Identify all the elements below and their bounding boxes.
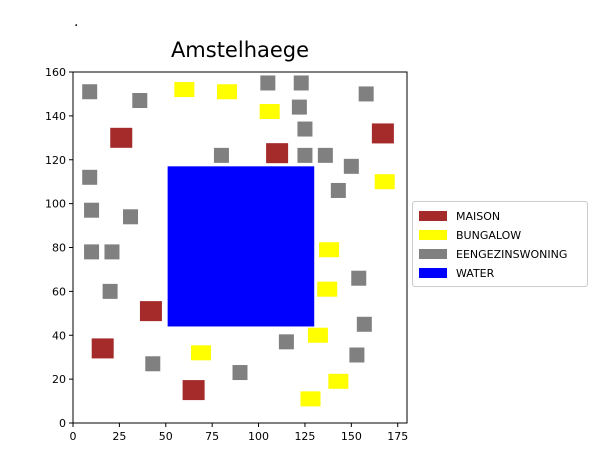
legend-item: WATER xyxy=(419,265,494,281)
bungalow-marker xyxy=(174,82,195,98)
bungalow-marker xyxy=(317,281,338,297)
x-tick-label: 50 xyxy=(159,430,173,443)
y-tick-label: 140 xyxy=(45,110,66,123)
eengezinswoning-marker xyxy=(330,182,346,198)
bungalow-marker xyxy=(319,242,340,258)
legend-swatch xyxy=(419,268,447,278)
legend-swatch xyxy=(419,249,447,259)
bungalow-marker xyxy=(328,373,349,389)
maison-marker xyxy=(110,127,133,148)
eengezinswoning-marker xyxy=(102,283,118,299)
x-tick-label: 125 xyxy=(294,430,315,443)
eengezinswoning-marker xyxy=(260,75,276,91)
chart-title: Amstelhaege xyxy=(170,38,310,62)
x-tick-label: 175 xyxy=(387,430,408,443)
eengezinswoning-marker xyxy=(123,209,139,225)
bungalow-marker xyxy=(191,345,212,361)
water-area xyxy=(167,166,315,327)
eengezinswoning-marker xyxy=(132,93,148,109)
legend-label: EENGEZINSWONING xyxy=(456,247,568,261)
y-tick-label: 80 xyxy=(52,242,66,255)
eengezinswoning-marker xyxy=(291,99,307,115)
eengezinswoning-marker xyxy=(343,158,359,174)
legend-label: WATER xyxy=(456,266,495,280)
y-tick-label: 160 xyxy=(45,66,66,79)
eengezinswoning-marker xyxy=(351,270,367,286)
y-tick-label: 120 xyxy=(45,154,66,167)
eengezinswoning-marker xyxy=(293,75,309,91)
plot-frame xyxy=(72,71,408,424)
maison-marker xyxy=(266,143,289,164)
plot-marks xyxy=(82,75,395,407)
x-tick-label: 0 xyxy=(70,430,77,443)
bungalow-marker xyxy=(259,103,280,119)
x-tick-label: 150 xyxy=(341,430,362,443)
maison-marker xyxy=(371,123,394,144)
bungalow-marker xyxy=(307,327,328,343)
eengezinswoning-marker xyxy=(104,244,120,260)
bungalow-marker xyxy=(217,84,238,100)
eengezinswoning-marker xyxy=(213,147,229,163)
maison-marker xyxy=(182,380,205,401)
legend-label: MAISON xyxy=(456,209,501,223)
eengezinswoning-marker xyxy=(82,169,98,185)
x-tick-label: 100 xyxy=(248,430,269,443)
stray-dot-mark: . xyxy=(74,14,79,30)
eengezinswoning-marker xyxy=(358,86,374,102)
legend: MAISON BUNGALOW EENGEZINSWONING WATER xyxy=(412,201,588,287)
eengezinswoning-marker xyxy=(317,147,333,163)
eengezinswoning-marker xyxy=(356,316,372,332)
eengezinswoning-marker xyxy=(278,334,294,350)
x-tick-label: 75 xyxy=(205,430,219,443)
eengezinswoning-marker xyxy=(297,147,313,163)
y-tick-label: 60 xyxy=(52,285,66,298)
eengezinswoning-marker xyxy=(349,347,365,363)
y-tick-label: 20 xyxy=(52,373,66,386)
legend-label: BUNGALOW xyxy=(456,228,522,242)
y-tick-label: 0 xyxy=(59,417,66,430)
legend-swatch xyxy=(419,211,447,221)
eengezinswoning-marker xyxy=(145,356,161,372)
legend-swatch xyxy=(419,230,447,240)
axis-ticks: 0 25 50 75 100 125 150 175 0 20 40 60 80 100 120 140 160 xyxy=(45,66,408,443)
bungalow-marker xyxy=(374,174,395,190)
eengezinswoning-marker xyxy=(84,202,100,218)
y-tick-label: 100 xyxy=(45,198,66,211)
eengezinswoning-marker xyxy=(82,84,98,100)
legend-item: MAISON xyxy=(419,208,500,224)
maison-marker xyxy=(139,301,162,322)
x-tick-label: 25 xyxy=(112,430,126,443)
maison-marker xyxy=(91,338,114,359)
legend-item: EENGEZINSWONING xyxy=(419,246,567,262)
bungalow-marker xyxy=(300,391,321,407)
y-tick-label: 40 xyxy=(52,329,66,342)
eengezinswoning-marker xyxy=(84,244,100,260)
legend-item: BUNGALOW xyxy=(419,227,521,243)
eengezinswoning-marker xyxy=(232,365,248,381)
eengezinswoning-marker xyxy=(297,121,313,137)
